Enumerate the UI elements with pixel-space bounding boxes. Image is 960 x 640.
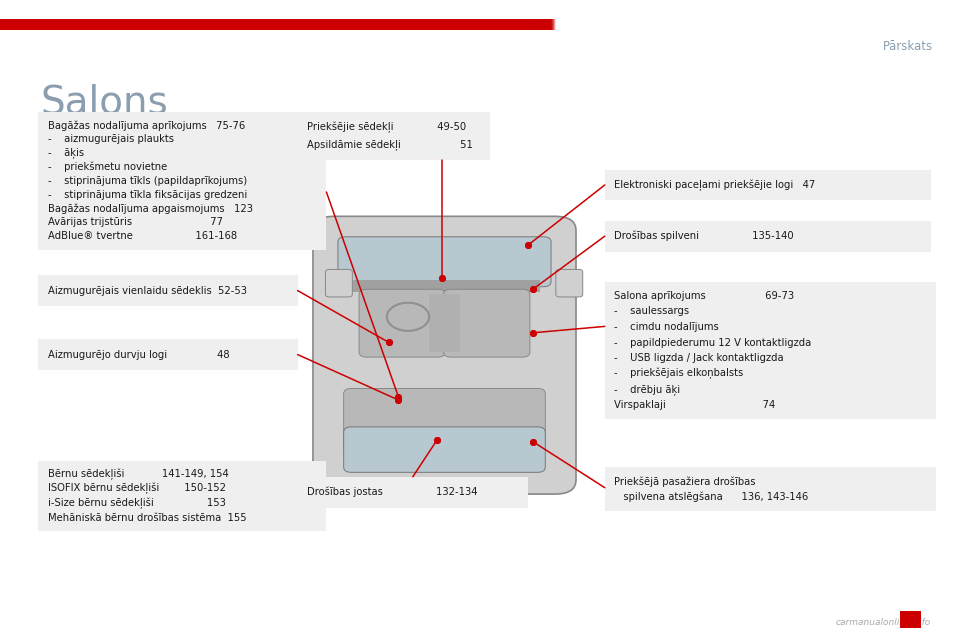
Text: ISOFIX bērnu sēdekļiši        150-152: ISOFIX bērnu sēdekļiši 150-152: [48, 483, 226, 495]
FancyBboxPatch shape: [313, 216, 576, 494]
Text: Avārijas trijstūris                         77: Avārijas trijstūris 77: [48, 218, 223, 227]
Text: spilvena atslēgšana      136, 143-146: spilvena atslēgšana 136, 143-146: [614, 492, 808, 502]
FancyBboxPatch shape: [444, 289, 530, 357]
Bar: [539, 19, 553, 30]
Bar: [530, 19, 544, 30]
Bar: [900, 611, 921, 628]
Text: Bagāžas nodalījuma aprīkojums   75-76: Bagāžas nodalījuma aprīkojums 75-76: [48, 120, 245, 131]
Text: -    stiprinājuma tīkls (papildaprīkojums): - stiprinājuma tīkls (papildaprīkojums): [48, 176, 247, 186]
Text: -    cimdu nodalījums: - cimdu nodalījums: [614, 322, 719, 332]
Text: -    āķis: - āķis: [48, 148, 84, 159]
Bar: [531, 19, 545, 30]
FancyBboxPatch shape: [344, 427, 545, 472]
Bar: [537, 19, 551, 30]
Bar: [534, 19, 548, 30]
Bar: [540, 19, 554, 30]
Text: Aizmugurējais vienlaidu sēdeklis  52-53: Aizmugurējais vienlaidu sēdeklis 52-53: [48, 285, 247, 296]
Text: Bagāžas nodalījuma apgaismojums   123: Bagāžas nodalījuma apgaismojums 123: [48, 204, 253, 214]
Text: Pārskats: Pārskats: [883, 40, 933, 52]
Bar: [536, 19, 550, 30]
Bar: [533, 19, 547, 30]
Bar: [349, 280, 540, 292]
FancyBboxPatch shape: [344, 388, 545, 453]
Bar: [528, 19, 542, 30]
Bar: [538, 19, 552, 30]
Bar: [529, 19, 543, 30]
Bar: [529, 19, 543, 30]
Bar: [531, 19, 545, 30]
FancyBboxPatch shape: [556, 269, 583, 297]
Text: Salons: Salons: [40, 83, 168, 121]
Text: Aizmugurējo durvju logi                48: Aizmugurējo durvju logi 48: [48, 349, 229, 360]
Bar: [605, 282, 936, 419]
Bar: [542, 19, 557, 30]
Bar: [605, 467, 936, 511]
Bar: [535, 19, 549, 30]
Text: Mehāniskā bērnu drošības sistēma  155: Mehāniskā bērnu drošības sistēma 155: [48, 513, 247, 523]
Text: Drošības jostas                 132-134: Drošības jostas 132-134: [307, 487, 478, 497]
Text: -    USB ligzda / Jack kontaktligzda: - USB ligzda / Jack kontaktligzda: [614, 353, 784, 363]
Bar: [541, 19, 556, 30]
Bar: [533, 19, 547, 30]
Bar: [530, 19, 544, 30]
Bar: [532, 19, 546, 30]
Bar: [537, 19, 551, 30]
Text: Virspaklaji                               74: Virspaklaji 74: [614, 400, 776, 410]
Text: -    drēbju āķi: - drēbju āķi: [614, 384, 681, 395]
Bar: [531, 19, 545, 30]
Text: carmanualonline.info: carmanualonline.info: [836, 618, 931, 627]
Bar: [0, 19, 528, 30]
Bar: [298, 112, 490, 160]
Bar: [538, 19, 553, 30]
Bar: [429, 294, 460, 352]
Bar: [529, 19, 543, 30]
Bar: [38, 275, 298, 306]
Bar: [540, 19, 554, 30]
Bar: [528, 19, 542, 30]
Bar: [38, 461, 326, 531]
Bar: [534, 19, 548, 30]
Text: Bērnu sēdekļiši            141-149, 154: Bērnu sēdekļiši 141-149, 154: [48, 468, 228, 480]
Bar: [605, 221, 931, 252]
Bar: [540, 19, 554, 30]
Bar: [605, 170, 931, 200]
Text: -    stiprinājuma tīkla fiksācijas gredzeni: - stiprinājuma tīkla fiksācijas gredzeni: [48, 189, 248, 200]
Bar: [538, 19, 552, 30]
Bar: [540, 19, 555, 30]
Text: Priekšējie sēdekļi              49-50: Priekšējie sēdekļi 49-50: [307, 122, 467, 133]
Text: -    papildpiederumu 12 V kontaktligzda: - papildpiederumu 12 V kontaktligzda: [614, 337, 811, 348]
Bar: [541, 19, 555, 30]
Bar: [532, 19, 546, 30]
Text: Elektroniski paceļami priekšējie logi   47: Elektroniski paceļami priekšējie logi 47: [614, 179, 816, 191]
FancyBboxPatch shape: [359, 289, 445, 357]
Bar: [38, 339, 298, 370]
Text: Apsildāmie sēdekļi                   51: Apsildāmie sēdekļi 51: [307, 140, 473, 150]
Text: i-Size bērnu sēdekļiši                 153: i-Size bērnu sēdekļiši 153: [48, 497, 226, 509]
Bar: [535, 19, 549, 30]
Text: Priekšējā pasažiera drošības: Priekšējā pasažiera drošības: [614, 476, 756, 486]
Bar: [298, 477, 528, 508]
Bar: [38, 112, 326, 250]
Bar: [532, 19, 546, 30]
FancyBboxPatch shape: [338, 237, 551, 287]
Bar: [536, 19, 550, 30]
Bar: [534, 19, 548, 30]
Text: -    aizmugurējais plaukts: - aizmugurējais plaukts: [48, 134, 174, 144]
Text: -    priekšējais elkoņbalsts: - priekšējais elkoņbalsts: [614, 368, 744, 380]
Bar: [540, 19, 555, 30]
Bar: [541, 19, 556, 30]
Bar: [539, 19, 553, 30]
Bar: [536, 19, 549, 30]
Text: -    priekšmetu novietne: - priekšmetu novietne: [48, 162, 167, 172]
Text: -    saulessargs: - saulessargs: [614, 307, 689, 316]
FancyBboxPatch shape: [325, 269, 352, 297]
Text: AdBlue® tvertne                    161-168: AdBlue® tvertne 161-168: [48, 231, 237, 241]
Bar: [537, 19, 551, 30]
Text: Salona aprīkojums                   69-73: Salona aprīkojums 69-73: [614, 291, 795, 301]
Text: Drošības spilveni                 135-140: Drošības spilveni 135-140: [614, 231, 794, 241]
